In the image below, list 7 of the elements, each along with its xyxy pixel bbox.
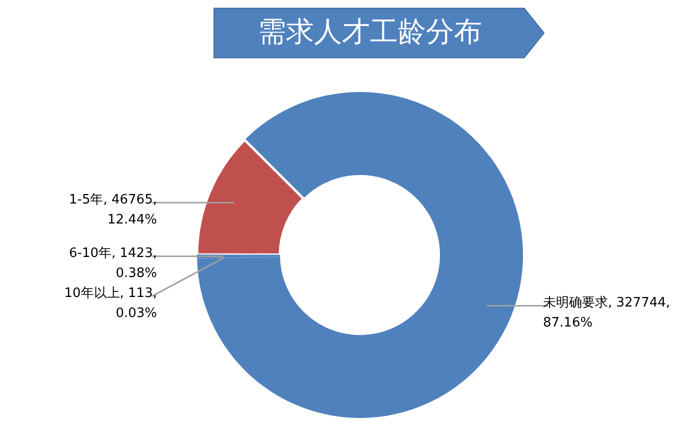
slice-label: 10年以上, 113, 0.03% <box>64 286 157 322</box>
donut-slice <box>197 92 523 418</box>
slice-label: 6-10年, 1423, 0.38% <box>69 246 157 282</box>
chart-title: 需求人才工龄分布 <box>258 15 482 48</box>
slice-label: 未明确要求, 327744, 87.16% <box>543 296 670 331</box>
slice-label: 1-5年, 46765, 12.44% <box>69 192 157 228</box>
donut-slice <box>196 138 305 256</box>
